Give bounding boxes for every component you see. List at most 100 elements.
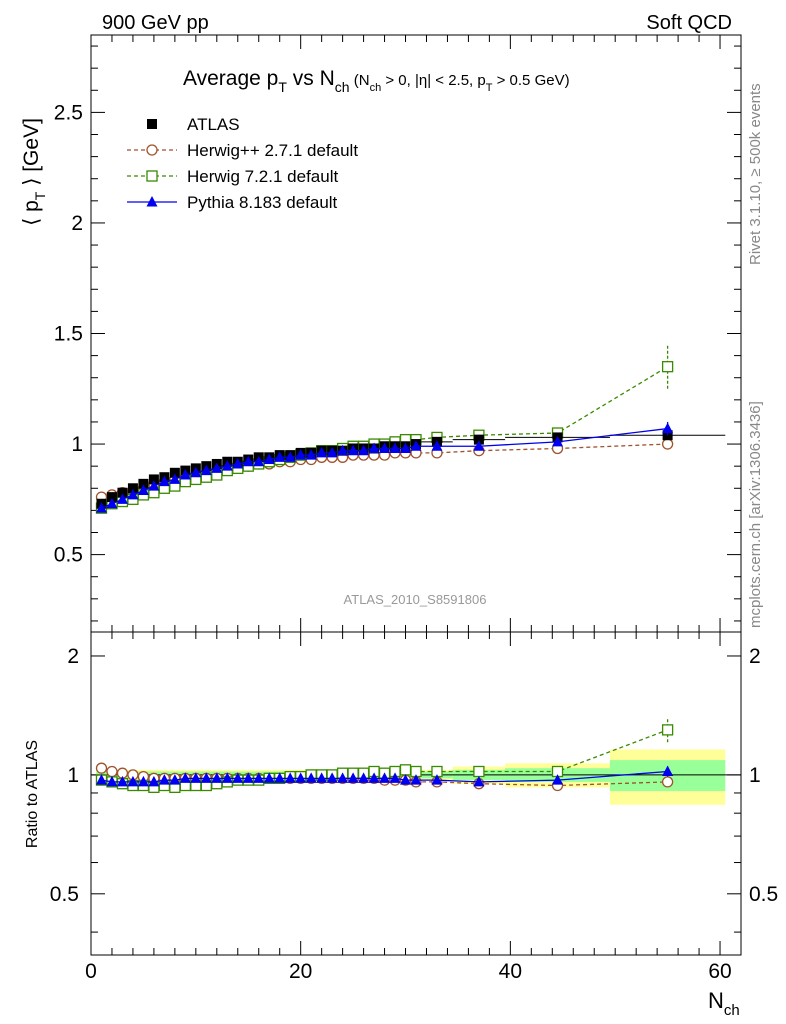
pythia-8-183-default-point <box>179 469 191 480</box>
analysis-watermark: ATLAS_2010_S8591806 <box>344 592 487 607</box>
pythia-8-183-default-ratio-point <box>316 772 328 783</box>
pythia-8-183-default-point <box>337 444 349 456</box>
atlas-point <box>106 492 117 503</box>
pythia-8-183-default-point <box>169 473 181 484</box>
legend-marker <box>146 144 158 156</box>
pythia-8-183-default-point <box>253 455 265 467</box>
pythia-8-183-default-ratio-point <box>169 774 181 785</box>
mcplots-label: mcplots.cern.ch [arXiv:1306.3436] <box>747 401 764 628</box>
pythia-8-183-default-ratio-point <box>148 775 160 787</box>
pythia-8-183-default-point <box>552 435 564 447</box>
pythia-8-183-default-ratio-point <box>400 774 412 785</box>
pythia-8-183-default-point <box>316 446 328 458</box>
pythia-8-183-default-point <box>347 444 359 456</box>
pythia-8-183-default-ratio-point <box>552 774 564 785</box>
pythia-8-183-default-ratio-point <box>431 774 443 785</box>
x-axis-label: Nch <box>708 988 740 1019</box>
legend-label: Herwig++ 2.7.1 default <box>187 141 358 160</box>
pythia-8-183-default-ratio-point <box>305 772 317 783</box>
pythia-8-183-default-point <box>221 460 233 471</box>
x-tick-label: 20 <box>289 960 312 983</box>
pythia-8-183-default-point <box>127 488 139 500</box>
pythia-8-183-default-ratio-point <box>473 775 485 787</box>
herwig-7-2-1-default-ratio-point <box>473 765 485 778</box>
herwig-2-7-1-default-ratio-point <box>95 762 108 774</box>
pythia-8-183-default-point <box>232 457 244 469</box>
pythia-8-183-default-ratio-point <box>274 772 286 783</box>
pythia-8-183-default-point <box>431 440 443 451</box>
rivet-label: Rivet 3.1.10, ≥ 500k events <box>747 83 764 265</box>
pythia-8-183-default-ratio-point <box>127 775 139 787</box>
pythia-8-183-default-ratio-point <box>379 772 391 783</box>
pythia-8-183-default-ratio-point <box>368 772 380 783</box>
pythia-8-183-default-point <box>274 451 286 462</box>
ratio-axis-label: Ratio to ATLAS <box>24 740 41 848</box>
pythia-8-183-default-point <box>190 466 202 478</box>
legend-marker <box>146 196 158 207</box>
pythia-8-183-default-point <box>95 502 107 513</box>
pythia-8-183-default-point <box>116 493 128 504</box>
atlas-point <box>117 487 128 498</box>
ratio-tick-label: 0.5 <box>50 883 79 906</box>
axis-ticks <box>90 35 742 955</box>
herwig-2-7-1-default-ratio-point <box>106 765 118 778</box>
pythia-8-183-default-point <box>148 480 160 491</box>
herwig-2-7-1-default-ratio-point <box>661 776 674 788</box>
legend-marker <box>147 119 157 129</box>
pythia-8-183-default-point <box>295 449 307 460</box>
pythia-8-183-default-ratio-point <box>326 772 338 783</box>
atlas-point <box>169 467 180 478</box>
pythia-8-183-default-ratio-point <box>242 772 254 783</box>
y-axis-label: ⟨ pT ⟩ [GeV] <box>20 118 48 226</box>
pythia-8-183-default-ratio-point <box>295 772 307 783</box>
atlas-point <box>127 483 138 494</box>
pythia-8-183-default-point <box>389 442 401 453</box>
plot-title: Average pT vs Nch (Nch > 0, |η| < 2.5, p… <box>183 67 570 95</box>
atlas-point <box>473 434 484 445</box>
herwig-7-2-1-default-point <box>661 361 674 373</box>
legend-item-pythia-8-183-default: Pythia 8.183 default <box>127 193 338 212</box>
pythia-8-183-default-point <box>137 484 149 495</box>
pythia-8-183-default-point <box>106 497 118 509</box>
pythia-8-183-default-ratio-series <box>95 765 674 787</box>
pythia-8-183-default-ratio-point <box>116 775 128 787</box>
pythia-8-183-default-ratio-point <box>263 772 275 783</box>
legend-label: Herwig 7.2.1 default <box>187 167 338 186</box>
pythia-8-183-default-ratio-point <box>337 772 349 783</box>
pythia-8-183-default-point <box>305 449 317 460</box>
ratio-tick-label: 1 <box>67 764 79 787</box>
pythia-8-183-default-point <box>358 444 370 456</box>
pythia-8-183-default-point <box>200 464 212 476</box>
pythia-8-183-default-ratio-point <box>190 772 202 783</box>
y-tick-label: 2.5 <box>54 101 83 124</box>
pythia-8-183-default-point <box>400 442 412 453</box>
pythia-8-183-default-ratio-point <box>389 772 401 783</box>
x-tick-label: 40 <box>499 960 522 983</box>
pythia-8-183-default-ratio-point <box>158 774 170 785</box>
pythia-8-183-default-ratio-point <box>253 772 265 783</box>
ratio-tick-label: 2 <box>67 645 79 668</box>
pythia-8-183-default-ratio-point <box>211 772 223 783</box>
herwig-7-2-1-default-series <box>95 344 674 514</box>
pythia-8-183-default-ratio-point <box>95 774 107 785</box>
legend-item-atlas: ATLAS <box>147 115 240 134</box>
pythia-8-183-default-point <box>284 451 296 462</box>
herwig-7-2-1-default-ratio-point <box>399 764 412 776</box>
header-energy: 900 GeV pp <box>102 12 209 34</box>
main-series <box>95 344 726 514</box>
y-tick-label: 0.5 <box>54 544 83 567</box>
herwig-2-7-1-default-point <box>661 438 674 450</box>
pythia-8-183-default-ratio-point <box>410 774 422 785</box>
legend-marker <box>146 170 158 182</box>
ratio-tick-label-right: 1 <box>749 764 761 787</box>
pythia-8-183-default-point <box>263 453 275 465</box>
x-tick-label: 60 <box>708 960 731 983</box>
ratio-tick-label-right: 0.5 <box>749 883 778 906</box>
atlas-point <box>148 474 159 485</box>
pythia-8-183-default-point <box>158 475 170 487</box>
ratio-series <box>95 718 674 793</box>
pythia-8-183-default-point <box>326 446 338 458</box>
y-tick-label: 1 <box>71 433 83 456</box>
x-tick-label: 0 <box>85 960 97 983</box>
